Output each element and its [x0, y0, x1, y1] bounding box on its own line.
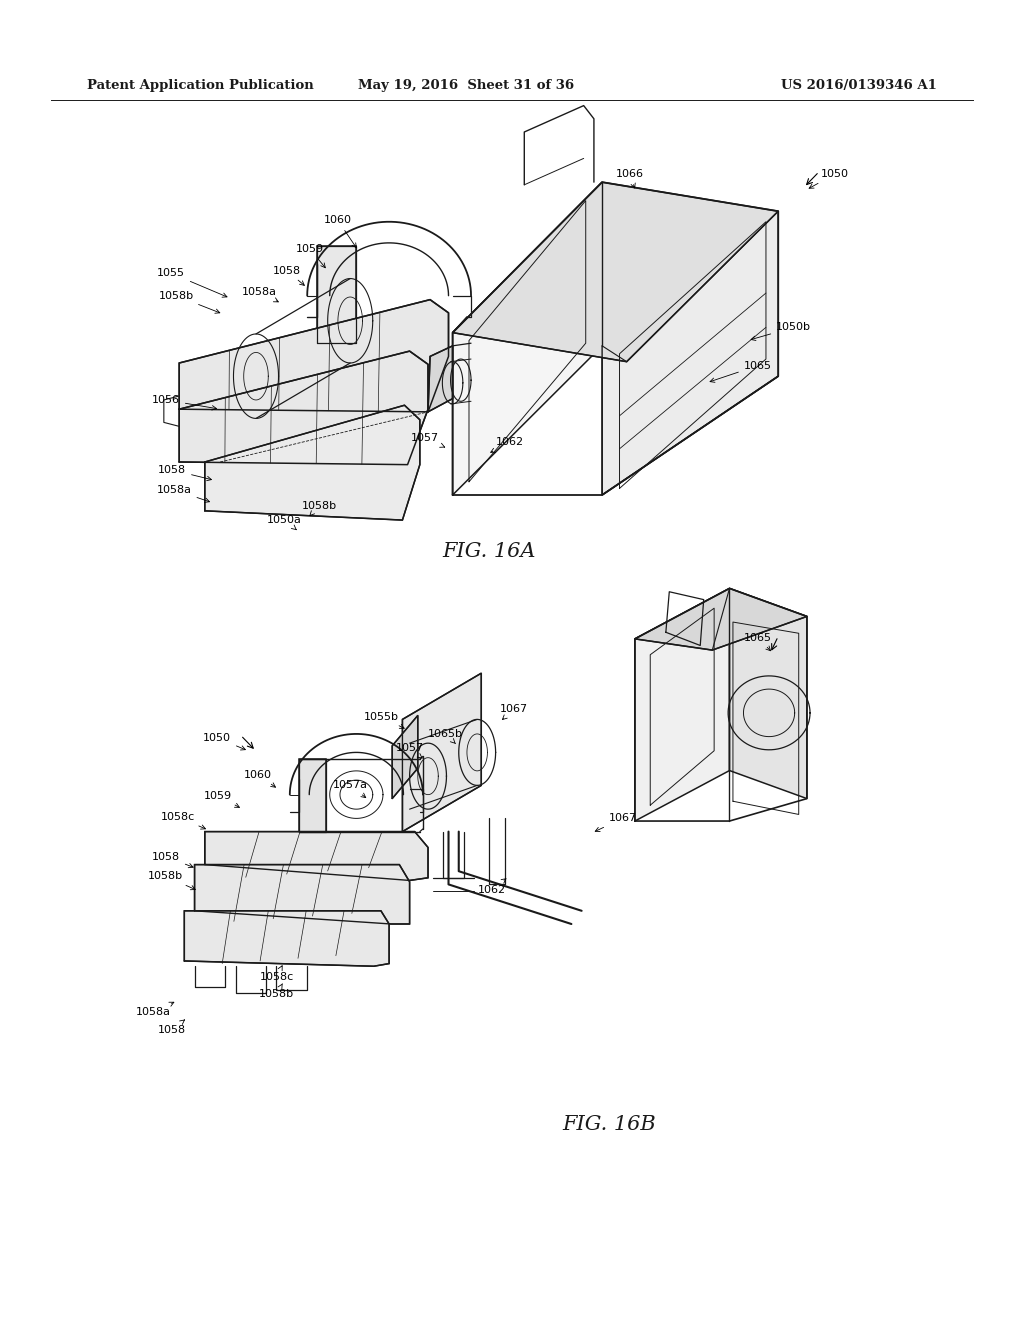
Text: 1058c: 1058c: [259, 966, 294, 982]
Text: 1050a: 1050a: [267, 515, 302, 529]
Text: 1057: 1057: [411, 433, 444, 447]
Text: 1058b: 1058b: [159, 290, 220, 313]
Polygon shape: [635, 589, 807, 649]
Polygon shape: [428, 346, 453, 412]
Text: 1066: 1066: [615, 169, 644, 187]
Text: Patent Application Publication: Patent Application Publication: [87, 79, 313, 91]
Text: 1067: 1067: [500, 704, 528, 719]
Polygon shape: [179, 300, 449, 412]
Text: 1057: 1057: [395, 743, 424, 758]
Text: 1059: 1059: [296, 244, 326, 268]
Text: 1058: 1058: [152, 851, 194, 867]
Polygon shape: [453, 182, 602, 495]
Polygon shape: [392, 715, 418, 799]
Text: 1058c: 1058c: [161, 812, 206, 829]
Text: 1056: 1056: [152, 395, 216, 411]
Text: 1055b: 1055b: [364, 711, 404, 729]
Text: 1060: 1060: [324, 215, 356, 248]
Polygon shape: [602, 211, 778, 495]
Text: 1058b: 1058b: [148, 871, 196, 890]
Text: 1058: 1058: [272, 265, 304, 285]
Text: 1058a: 1058a: [242, 286, 279, 302]
Text: 1065: 1065: [710, 360, 772, 383]
Text: FIG. 16A: FIG. 16A: [442, 541, 537, 561]
Text: 1058a: 1058a: [136, 1002, 174, 1018]
Polygon shape: [179, 351, 428, 465]
Polygon shape: [402, 673, 481, 832]
Text: FIG. 16B: FIG. 16B: [562, 1115, 656, 1134]
Polygon shape: [453, 182, 778, 362]
Text: 1058b: 1058b: [259, 983, 294, 999]
Text: 1057a: 1057a: [333, 780, 368, 797]
Text: 1055: 1055: [157, 268, 227, 297]
Text: 1065b: 1065b: [428, 729, 463, 743]
Polygon shape: [205, 832, 428, 880]
Text: 1058: 1058: [158, 465, 211, 480]
Text: May 19, 2016  Sheet 31 of 36: May 19, 2016 Sheet 31 of 36: [357, 79, 574, 91]
Text: 1050: 1050: [203, 733, 246, 750]
Polygon shape: [205, 405, 420, 520]
Text: 1065: 1065: [743, 632, 772, 651]
Text: 1058a: 1058a: [157, 484, 210, 503]
Polygon shape: [729, 589, 807, 799]
Text: 1060: 1060: [244, 770, 275, 787]
Text: 1062: 1062: [477, 879, 506, 895]
Text: 1050: 1050: [809, 169, 849, 189]
Polygon shape: [195, 865, 410, 924]
Text: 1058: 1058: [158, 1020, 186, 1035]
Polygon shape: [184, 911, 389, 966]
Polygon shape: [635, 589, 729, 821]
Text: 1067: 1067: [595, 813, 637, 832]
Polygon shape: [317, 246, 356, 343]
Text: US 2016/0139346 A1: US 2016/0139346 A1: [781, 79, 937, 91]
Text: 1050b: 1050b: [751, 322, 811, 341]
Text: 1062: 1062: [490, 437, 524, 453]
Text: 1059: 1059: [204, 791, 240, 808]
Polygon shape: [299, 759, 326, 832]
Text: 1058b: 1058b: [302, 500, 337, 516]
